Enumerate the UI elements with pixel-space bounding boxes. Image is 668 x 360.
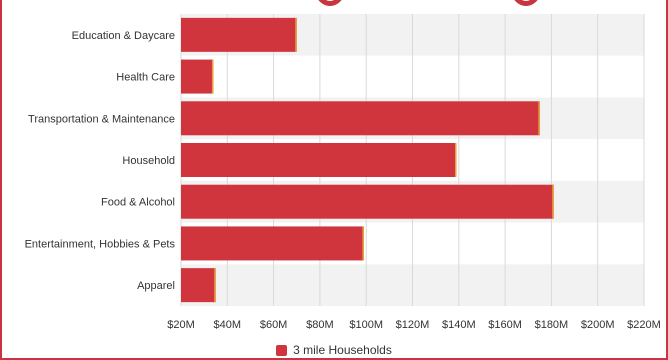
x-tick-label: $20M: [167, 319, 195, 331]
category-label: Entertainment, Hobbies & Pets: [25, 238, 176, 250]
x-tick-label: $40M: [214, 319, 242, 331]
bar-household[interactable]: [181, 143, 457, 177]
bar-series: [181, 17, 554, 303]
x-tick-label: $220M: [627, 319, 661, 331]
bar-apparel[interactable]: [181, 268, 216, 303]
bar-edge: [295, 17, 297, 52]
bar-edge: [214, 268, 216, 303]
x-tick-label: $180M: [535, 319, 569, 331]
category-label: Food & Alcohol: [101, 197, 175, 209]
x-tick-label: $80M: [306, 319, 334, 331]
category-labels: Education & Daycare Health Care Transporta…: [25, 30, 176, 292]
bar-chart: Education & Daycare Health Care Transporta…: [25, 14, 661, 331]
bar-food-alcohol[interactable]: [181, 184, 554, 219]
bar-health-care[interactable]: [181, 59, 214, 94]
bar-edge: [211, 59, 214, 94]
x-tick-label: $200M: [581, 319, 615, 331]
category-label: Household: [122, 155, 175, 167]
bar-entertainment-hobbies-pets[interactable]: [181, 226, 364, 261]
legend-swatch[interactable]: [276, 344, 288, 356]
bar-edge: [454, 143, 457, 177]
bar-edge: [538, 101, 540, 136]
category-label: Education & Daycare: [72, 30, 175, 42]
bar-education-daycare[interactable]: [181, 17, 297, 52]
bar-edge: [552, 184, 554, 219]
x-tick-label: $140M: [442, 319, 476, 331]
bar-transportation-maintenance[interactable]: [181, 101, 540, 136]
x-tick-label: $100M: [349, 319, 383, 331]
legend-label[interactable]: 3 mile Households: [293, 343, 392, 357]
x-tick-label: $60M: [260, 319, 288, 331]
bar-edge: [362, 226, 364, 261]
category-label: Apparel: [137, 280, 175, 292]
x-axis-ticks: $20M $40M $60M $80M $100M $120M $140M $160M $180…: [167, 319, 661, 331]
cropped-heading-fragment: [302, 0, 562, 10]
category-label: Health Care: [116, 72, 175, 84]
x-tick-label: $160M: [488, 319, 522, 331]
legend: 3 mile Households: [2, 342, 666, 358]
x-tick-label: $120M: [396, 319, 430, 331]
category-label: Transportation & Maintenance: [28, 113, 175, 125]
